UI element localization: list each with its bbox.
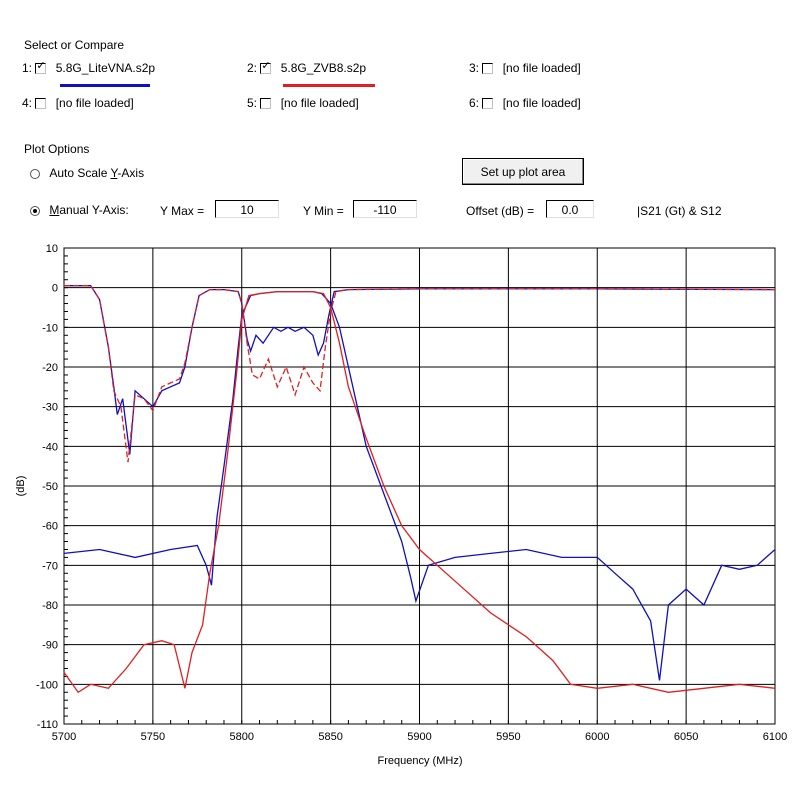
file-slot-3[interactable]: 3: [no file loaded] — [469, 61, 581, 75]
file-slot-2[interactable]: 2: ✓ 5.8G_ZVB8.s2p — [247, 60, 367, 75]
manual-y-axis-radio[interactable] — [30, 205, 40, 216]
check-icon: ✓ — [36, 60, 46, 73]
x-tick-label: 5700 — [52, 731, 76, 743]
y-min-input[interactable]: -110 — [353, 200, 417, 218]
check-icon: ✓ — [261, 60, 271, 73]
auto-scale-label-prefix: Auto Scale — [49, 166, 111, 180]
file-slot-3-name: [no file loaded] — [502, 61, 581, 75]
x-tick-label: 5850 — [318, 731, 342, 743]
file-slot-2-number: 2: — [247, 61, 258, 75]
y-tick-label: -110 — [37, 719, 58, 731]
y-max-input[interactable]: 10 — [215, 200, 279, 218]
file-slot-2-checkbox[interactable]: ✓ — [260, 60, 272, 75]
file-slot-1[interactable]: 1: ✓ 5.8G_LiteVNA.s2p — [22, 60, 156, 75]
x-tick-label: 5800 — [230, 731, 254, 743]
y-tick-label: -40 — [42, 441, 58, 453]
file-slot-5-number: 5: — [247, 96, 258, 110]
y-tick-label: 10 — [46, 243, 58, 255]
auto-scale-label-suffix: -Axis — [117, 166, 145, 180]
file-slot-1-color-line — [60, 84, 150, 87]
file-slot-2-name: 5.8G_ZVB8.s2p — [280, 61, 367, 75]
x-axis-label: Frequency (MHz) — [378, 755, 463, 767]
y-tick-label: -10 — [42, 322, 58, 334]
file-slot-6-name: [no file loaded] — [502, 96, 581, 110]
y-tick-label: -70 — [42, 560, 58, 572]
x-tick-label: 5900 — [407, 731, 431, 743]
y-tick-label: -100 — [36, 679, 58, 691]
y-axis-label: (dB) — [15, 476, 27, 497]
auto-scale-radio[interactable] — [30, 168, 40, 179]
y-max-label: Y Max = — [160, 204, 205, 218]
y-tick-label: -30 — [42, 402, 58, 414]
manual-y-axis-label-suffix: anual Y-Axis: — [59, 203, 129, 217]
file-slot-1-number: 1: — [22, 61, 33, 75]
file-slot-6-number: 6: — [469, 96, 480, 110]
x-tick-label: 6000 — [585, 731, 609, 743]
x-tick-label: 6050 — [674, 731, 698, 743]
y-tick-label: -80 — [42, 600, 58, 612]
select-compare-title: Select or Compare — [24, 38, 125, 52]
file-slot-2-color-line — [283, 84, 375, 87]
frequency-response-chart: 5700 5750 5800 5850 5900 5950 6000 6050 6100 10 0 -… — [15, 243, 787, 767]
y-tick-label: -50 — [42, 481, 58, 493]
file-slot-3-number: 3: — [469, 61, 480, 75]
parameter-label: |S21 (Gt) & S12 — [637, 204, 722, 218]
file-slot-1-checkbox[interactable]: ✓ — [35, 60, 47, 75]
file-slot-6[interactable]: 6: [no file loaded] — [469, 96, 581, 110]
file-slot-4[interactable]: 4: [no file loaded] — [22, 96, 134, 110]
series-line-3 — [63, 290, 776, 694]
file-slot-3-checkbox[interactable] — [482, 63, 494, 75]
x-tick-label: 5950 — [496, 731, 520, 743]
manual-y-axis-label-key: M — [49, 203, 60, 217]
set-up-plot-area-button[interactable]: Set up plot area — [462, 158, 584, 185]
offset-input[interactable]: 0.0 — [546, 200, 594, 218]
y-tick-label: -90 — [42, 640, 58, 652]
file-slot-1-name: 5.8G_LiteVNA.s2p — [55, 61, 156, 75]
file-slot-5-name: [no file loaded] — [280, 96, 359, 110]
auto-scale-label-key: Y — [110, 166, 118, 180]
file-slot-5[interactable]: 5: [no file loaded] — [247, 96, 359, 110]
series-line-1 — [63, 290, 776, 681]
y-min-label: Y Min = — [303, 204, 344, 218]
file-slot-4-number: 4: — [22, 96, 33, 110]
offset-label: Offset (dB) = — [466, 204, 535, 218]
x-tick-label: 5750 — [141, 731, 165, 743]
y-tick-label: -20 — [42, 362, 58, 374]
plot-options-title: Plot Options — [24, 142, 90, 156]
auto-scale-option[interactable]: Auto Scale Y-Axis — [30, 166, 144, 180]
file-slot-6-checkbox[interactable] — [482, 98, 494, 110]
x-tick-label: 6100 — [763, 731, 787, 743]
series-line-4 — [64, 285, 776, 463]
file-slot-5-checkbox[interactable] — [260, 98, 272, 110]
y-tick-label: 0 — [52, 283, 58, 295]
manual-y-axis-option[interactable]: Manual Y-Axis: — [30, 203, 129, 217]
y-tick-label: -60 — [42, 521, 58, 533]
file-slot-4-checkbox[interactable] — [35, 98, 47, 110]
file-slot-4-name: [no file loaded] — [55, 96, 134, 110]
